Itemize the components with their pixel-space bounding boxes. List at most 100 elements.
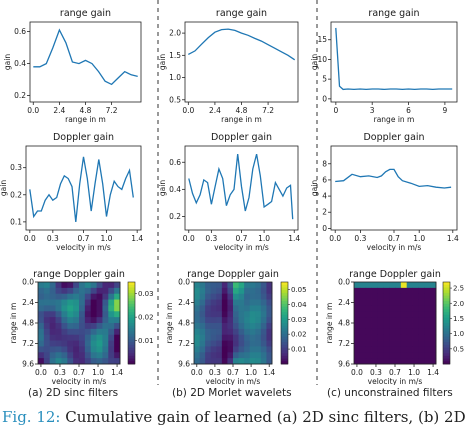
heatmap-cell (266, 323, 273, 330)
heatmap-cell (359, 340, 367, 347)
heatmap-cell (216, 299, 223, 306)
heatmap-cell (102, 282, 109, 289)
heatmap-cell (43, 340, 51, 347)
heatmap-cell (210, 299, 217, 306)
colorbar-segment (281, 301, 288, 305)
plot-frame (330, 21, 458, 103)
heatmap-cell (90, 293, 97, 300)
heatmap-cell (430, 334, 437, 341)
colorbar-segment (128, 298, 135, 302)
heatmap-cell (354, 282, 361, 289)
heatmap-cell (216, 358, 223, 365)
heatmap-cell (114, 323, 121, 330)
heatmap-cell (205, 328, 212, 336)
heatmap-cell (400, 299, 408, 306)
heatmap-cell (210, 305, 217, 312)
heatmap-cell (38, 282, 45, 289)
colorbar-segment (443, 328, 450, 332)
x-tick-label: 0.7 (78, 234, 90, 243)
heatmap-cell (249, 334, 256, 341)
heatmap-cell (73, 317, 80, 324)
heatmap-cell (55, 293, 62, 300)
heatmap-cell (221, 299, 228, 306)
colorbar-segment (128, 303, 135, 307)
heatmap-cell (359, 317, 367, 324)
colorbar-segment (281, 295, 288, 299)
heatmap-cell (233, 317, 239, 324)
heatmap-cell (266, 358, 273, 365)
heatmap-cell (114, 317, 121, 324)
heatmap-cell (67, 293, 74, 300)
colorbar-segment (128, 331, 135, 335)
heatmap-cell (216, 287, 223, 295)
heatmap-cell (108, 334, 115, 341)
heatmap-cell (359, 323, 367, 330)
heatmap-cell (67, 311, 74, 318)
heatmap-cell (84, 317, 92, 324)
heatmap-cell (359, 328, 367, 336)
heatmap-cell (61, 328, 68, 336)
colorbar-segment (128, 284, 135, 288)
heatmap-cell (424, 282, 431, 289)
heatmap-cell (430, 299, 437, 306)
heatmap-cell (108, 346, 115, 353)
heatmap-cell (205, 352, 212, 359)
heatmap-cell (244, 311, 251, 318)
heatmap-cell (194, 305, 200, 312)
y-tick-label: 1.0 (169, 73, 181, 82)
x-tick-label: 0 (333, 106, 338, 115)
colorbar-segment (443, 331, 450, 335)
heatmap-cell (238, 282, 245, 289)
colorbar-segment (128, 361, 135, 365)
heatmap-cell (400, 328, 408, 336)
heatmap-cell (90, 317, 97, 324)
y-axis-label: range in m (165, 303, 174, 344)
subfigure-captions: (a) 2D sinc filters (b) 2D Morlet wavele… (0, 387, 474, 403)
heatmap-cell (61, 311, 68, 318)
heatmap-cell (377, 299, 384, 306)
heatmap-cell (255, 305, 262, 312)
heatmap-cell (400, 287, 408, 295)
x-tick-label: 0.7 (227, 368, 239, 377)
heatmap-cell (354, 334, 361, 341)
heatmap-cell (43, 305, 51, 312)
heatmap-cell (73, 346, 80, 353)
heatmap-cell (383, 305, 390, 312)
colorbar-segment (281, 290, 288, 294)
x-tick-label: 4.8 (80, 106, 92, 115)
colorbar-segment (281, 309, 288, 313)
heatmap-cell (260, 358, 267, 365)
heatmap-cell (354, 287, 361, 295)
x-tick-label: 0.3 (205, 234, 217, 243)
heatmap-cell (55, 323, 62, 330)
heatmap-cell (389, 287, 396, 295)
heatmap-cell (395, 323, 402, 330)
colorbar-segment (281, 323, 288, 327)
heatmap-cell (84, 328, 92, 336)
heatmap-cell (221, 287, 228, 295)
heatmap-cell (430, 293, 437, 300)
x-tick-label: 1.4 (447, 234, 459, 243)
colorbar-segment (443, 314, 450, 318)
heatmap-cell (371, 311, 378, 318)
heatmap-cell (255, 311, 262, 318)
heatmap-cell (96, 340, 103, 347)
heatmap-cell (194, 293, 200, 300)
heatmap-cell (383, 346, 390, 353)
heatmap-cell (216, 346, 223, 353)
colorbar-segment (281, 306, 288, 310)
heatmap-cell (412, 352, 419, 359)
heatmap-cell (199, 334, 206, 341)
heatmap-cell (199, 287, 206, 295)
heatmap-cell (255, 334, 262, 341)
y-tick-label: 2.4 (178, 298, 190, 307)
colorbar-segment (128, 317, 135, 321)
colorbar-segment (128, 355, 135, 359)
heatmap-cell (389, 305, 396, 312)
heatmap-cell (233, 311, 239, 318)
heatmap-cell (90, 282, 97, 289)
colorbar-segment (443, 333, 450, 338)
heatmap-cell (38, 334, 45, 341)
heatmap-cell (216, 323, 223, 330)
